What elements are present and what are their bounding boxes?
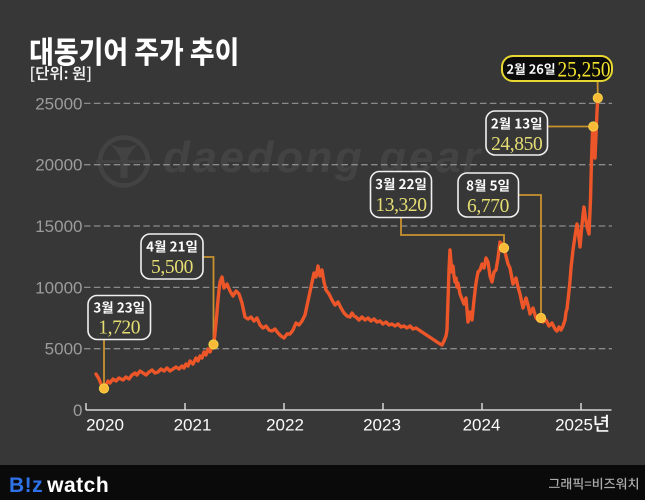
svg-text:2024: 2024 [463, 416, 501, 435]
svg-text:1,720: 1,720 [98, 318, 140, 339]
svg-text:13,320: 13,320 [375, 195, 426, 216]
svg-text:2025: 2025 [555, 416, 593, 435]
svg-text:6,770: 6,770 [467, 196, 509, 217]
svg-text:5000: 5000 [45, 340, 83, 359]
svg-text:24,850: 24,850 [491, 134, 542, 155]
svg-text:10000: 10000 [35, 278, 82, 297]
svg-text:25,250: 25,250 [558, 57, 611, 82]
svg-text:2022: 2022 [266, 416, 304, 435]
svg-text:2020: 2020 [86, 416, 124, 435]
svg-text:daedong gear: daedong gear [163, 133, 483, 182]
svg-text:20000: 20000 [35, 156, 82, 175]
svg-text:0: 0 [73, 401, 82, 420]
svg-text:15000: 15000 [35, 217, 82, 236]
svg-text:2021: 2021 [174, 416, 212, 435]
svg-text:2023: 2023 [363, 416, 401, 435]
svg-text:25000: 25000 [35, 94, 82, 113]
svg-text:5,500: 5,500 [151, 257, 193, 278]
